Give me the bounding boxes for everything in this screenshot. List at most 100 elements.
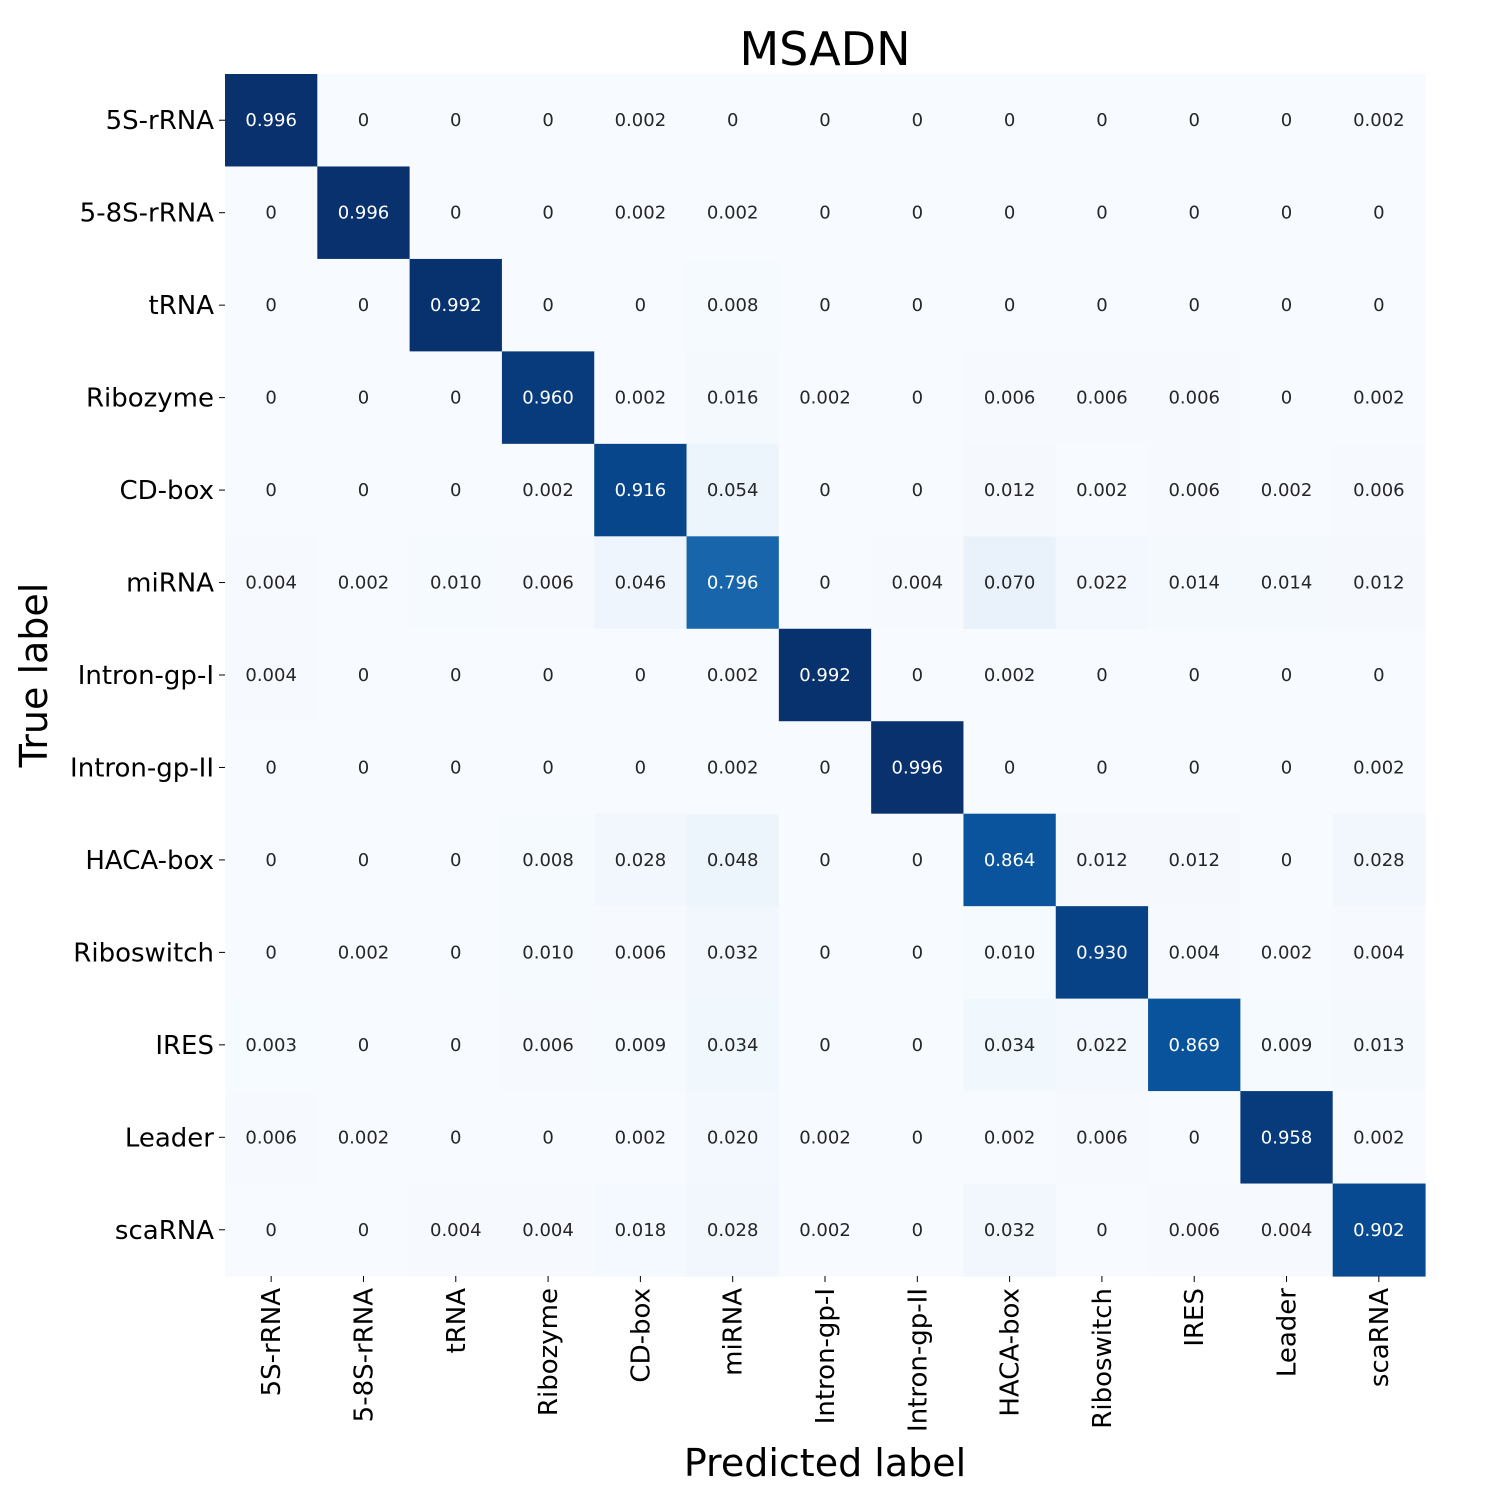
cell-value-label: 0.020 — [707, 1127, 759, 1148]
heatmap-cell-scarna-mirna — [686, 1183, 780, 1277]
heatmap-cell-5s-rrna-intron-gp-i — [778, 74, 872, 168]
cell-value-label: 0 — [265, 850, 276, 871]
heatmap-cell-leader-mirna — [686, 1091, 780, 1185]
heatmap-cells — [225, 74, 1426, 1277]
heatmap-cell-intron-gp-i-ires — [1148, 628, 1241, 722]
heatmap-cell-trna-intron-gp-i — [778, 258, 872, 352]
cell-value-label: 0 — [450, 203, 461, 224]
x-tick-label: Riboswitch — [1088, 1288, 1118, 1429]
cell-value-label: 0.010 — [522, 942, 574, 963]
heatmap-cell-leader-intron-gp-i — [778, 1091, 872, 1185]
heatmap-cell-intron-gp-i-riboswitch — [1055, 628, 1149, 722]
x-axis-ticks: 5S-rRNA 5-8S-rRNA tRNA Ribozyme CD-box miRNA I… — [257, 1276, 1395, 1432]
y-tick-label: miRNA — [126, 569, 214, 599]
heatmap-cell-mirna-haca-box — [963, 536, 1057, 630]
heatmap-cell-cd-box-cd-box — [594, 443, 688, 537]
heatmap-cell-ires-cd-box — [594, 998, 688, 1092]
x-tick-label: Leader — [1273, 1288, 1303, 1377]
heatmap-cell-cd-box-leader — [1240, 443, 1334, 537]
cell-value-label: 0.002 — [1353, 757, 1405, 778]
x-tick-label: tRNA — [442, 1288, 472, 1354]
cell-value-label: 0.009 — [615, 1035, 667, 1056]
heatmap-cell-5-8s-rrna-trna — [409, 166, 503, 260]
heatmap-cell-cd-box-riboswitch — [1055, 443, 1149, 537]
cell-value-label: 0 — [1096, 665, 1107, 686]
heatmap-cell-intron-gp-i-mirna — [686, 628, 780, 722]
cell-value-label: 0.002 — [984, 665, 1036, 686]
cell-value-label: 0 — [542, 757, 553, 778]
cell-value-label: 0.010 — [430, 573, 482, 594]
cell-value-label: 0.002 — [1261, 942, 1313, 963]
cell-value-label: 0.864 — [984, 850, 1036, 871]
cell-value-label: 0.046 — [615, 573, 667, 594]
cell-value-label: 0.006 — [522, 1035, 574, 1056]
heatmap-cell-riboswitch-5-8s-rrna — [317, 906, 411, 1000]
heatmap-cell-5-8s-rrna-riboswitch — [1055, 166, 1149, 260]
cell-value-label: 0 — [1189, 295, 1200, 316]
cell-value-label: 0 — [912, 110, 923, 131]
heatmap-cell-riboswitch-haca-box — [963, 906, 1057, 1000]
heatmap-cell-cd-box-ires — [1148, 443, 1241, 537]
heatmap-cell-intron-gp-ii-riboswitch — [1055, 721, 1149, 815]
cell-value-label: 0.869 — [1168, 1035, 1220, 1056]
heatmap-cell-ribozyme-5-8s-rrna — [317, 351, 411, 445]
heatmap-cell-trna-riboswitch — [1055, 258, 1149, 352]
cell-value-label: 0 — [1004, 110, 1015, 131]
heatmap-cell-riboswitch-5s-rrna — [225, 906, 318, 1000]
heatmap-cell-intron-gp-i-5-8s-rrna — [317, 628, 411, 722]
cell-value-label: 0.006 — [1168, 480, 1220, 501]
cell-value-label: 0 — [265, 480, 276, 501]
y-tick-label: 5S-rRNA — [106, 106, 215, 136]
cell-value-label: 0.002 — [799, 388, 851, 409]
heatmap-cell-5s-rrna-ribozyme — [501, 74, 595, 168]
heatmap-cell-trna-haca-box — [963, 258, 1057, 352]
heatmap-cell-scarna-ires — [1148, 1183, 1241, 1277]
heatmap-cell-haca-box-riboswitch — [1055, 813, 1149, 907]
cell-value-label: 0.004 — [1261, 1220, 1313, 1241]
cell-value-label: 0 — [358, 850, 369, 871]
cell-value-label: 0 — [819, 203, 830, 224]
cell-value-label: 0.006 — [245, 1127, 297, 1148]
cell-value-label: 0.002 — [522, 480, 574, 501]
heatmap-cell-5s-rrna-riboswitch — [1055, 74, 1149, 168]
cell-value-label: 0.002 — [707, 665, 759, 686]
heatmap-cell-haca-box-leader — [1240, 813, 1334, 907]
cell-value-label: 0 — [358, 1220, 369, 1241]
cell-value-label: 0 — [358, 480, 369, 501]
heatmap-cell-ribozyme-intron-gp-i — [778, 351, 872, 445]
heatmap-cell-5-8s-rrna-ribozyme — [501, 166, 595, 260]
heatmap-cell-scarna-5-8s-rrna — [317, 1183, 411, 1277]
cell-value-label: 0.002 — [707, 757, 759, 778]
cell-value-label: 0 — [542, 665, 553, 686]
cell-value-label: 0.002 — [799, 1220, 851, 1241]
cell-value-label: 0 — [450, 942, 461, 963]
cell-value-label: 0.048 — [707, 850, 759, 871]
heatmap-cell-ires-leader — [1240, 998, 1334, 1092]
heatmap-cell-ires-mirna — [686, 998, 780, 1092]
heatmap-cell-ribozyme-cd-box — [594, 351, 688, 445]
cell-value-label: 0.002 — [1353, 110, 1405, 131]
heatmap-cell-intron-gp-ii-mirna — [686, 721, 780, 815]
cell-value-label: 0 — [265, 388, 276, 409]
heatmap-cell-5-8s-rrna-5s-rrna — [225, 166, 318, 260]
x-tick-label: miRNA — [719, 1288, 749, 1376]
cell-value-label: 0.006 — [1168, 388, 1220, 409]
heatmap-cell-leader-scarna — [1332, 1091, 1426, 1185]
cell-value-label: 0.008 — [522, 850, 574, 871]
heatmap-cell-haca-box-intron-gp-ii — [871, 813, 965, 907]
heatmap-cell-scarna-haca-box — [963, 1183, 1057, 1277]
cell-value-label: 0 — [358, 295, 369, 316]
cell-value-label: 0.002 — [338, 1127, 390, 1148]
heatmap-cell-scarna-leader — [1240, 1183, 1334, 1277]
heatmap-cell-intron-gp-i-intron-gp-i — [778, 628, 872, 722]
heatmap-cell-intron-gp-i-5s-rrna — [225, 628, 318, 722]
cell-value-label: 0.014 — [1168, 573, 1220, 594]
heatmap-cell-mirna-trna — [409, 536, 503, 630]
heatmap-cell-riboswitch-trna — [409, 906, 503, 1000]
heatmap-cell-intron-gp-i-leader — [1240, 628, 1334, 722]
heatmap-cell-riboswitch-leader — [1240, 906, 1334, 1000]
heatmap-cell-scarna-trna — [409, 1183, 503, 1277]
heatmap-cell-trna-leader — [1240, 258, 1334, 352]
heatmap-cell-haca-box-cd-box — [594, 813, 688, 907]
heatmap-cell-mirna-cd-box — [594, 536, 688, 630]
